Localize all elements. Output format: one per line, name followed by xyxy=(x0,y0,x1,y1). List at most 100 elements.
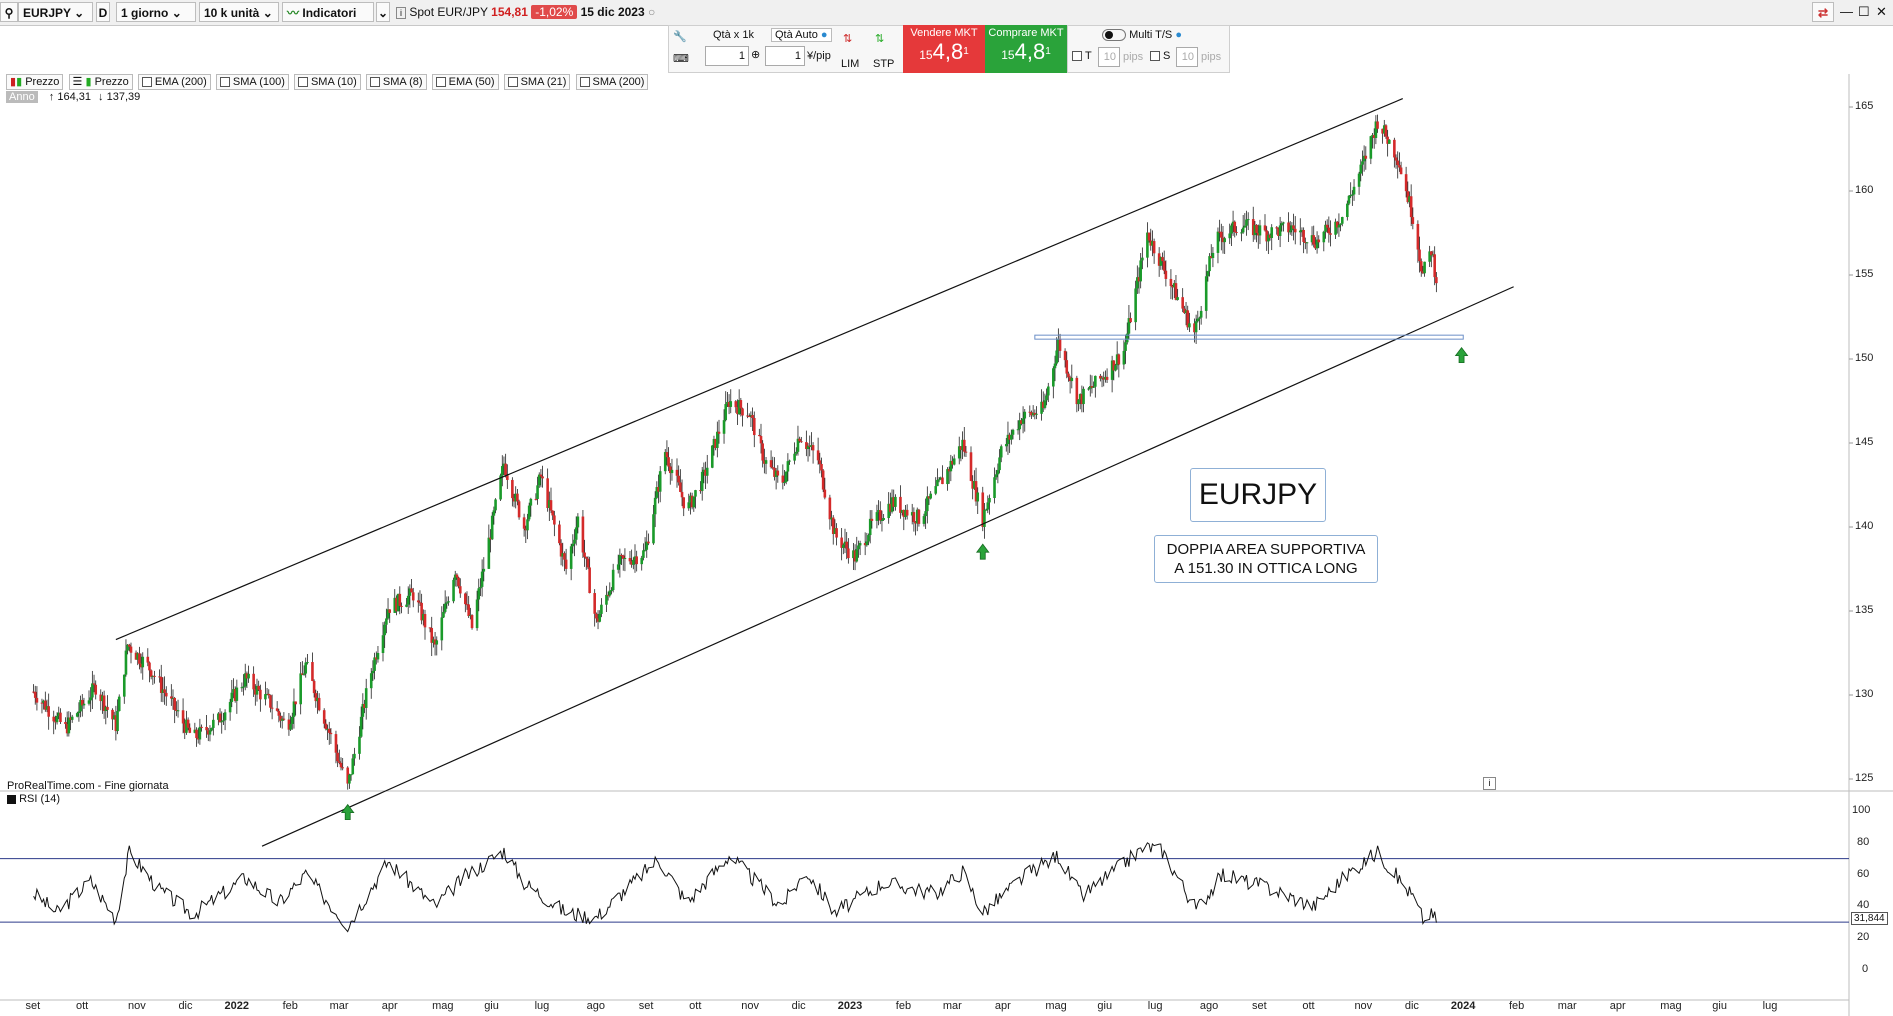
candle-body xyxy=(1169,278,1173,287)
candle-body xyxy=(381,635,385,654)
legend-price-2[interactable]: ☰ ▮ Prezzo xyxy=(68,74,133,90)
stp-button[interactable]: STP xyxy=(873,58,895,70)
indicators-dropdown[interactable]: ⌄ xyxy=(376,2,390,22)
sell-market-button[interactable]: Vendere MKT 154,81 xyxy=(903,25,985,73)
candle-body xyxy=(717,431,721,434)
time-tick-label: dic xyxy=(791,1000,806,1012)
candle-body xyxy=(1159,257,1163,266)
candle-body xyxy=(59,712,62,722)
candle-body xyxy=(632,559,635,565)
minimize-icon[interactable]: — xyxy=(1840,4,1853,19)
period-letter[interactable]: D xyxy=(96,2,110,22)
candle-body xyxy=(941,477,944,485)
price-tick-label: 155 xyxy=(1855,268,1874,280)
s-input[interactable]: 10 xyxy=(1176,47,1198,67)
legend-sma200[interactable]: SMA (200) xyxy=(575,74,649,90)
candle-body xyxy=(1102,377,1106,380)
candle-body xyxy=(255,685,259,695)
candle-body xyxy=(259,689,262,700)
candle-body xyxy=(1211,252,1215,259)
maximize-icon[interactable]: ☐ xyxy=(1858,4,1870,19)
candle-body xyxy=(465,604,469,606)
candle-body xyxy=(563,553,566,560)
link-icon[interactable]: ⊕ xyxy=(751,49,761,61)
candle-body xyxy=(600,604,603,614)
legend-sma21[interactable]: SMA (21) xyxy=(503,74,571,90)
candle-body xyxy=(598,613,602,622)
candle-body xyxy=(976,492,980,502)
qty-auto-button[interactable]: Qtà Auto ● xyxy=(771,28,832,42)
candle-body xyxy=(1335,221,1339,228)
symbol-lock-icon[interactable]: ⚲ xyxy=(0,2,18,22)
buy-label: Comprare MKT xyxy=(988,27,1064,39)
candle-body xyxy=(679,482,682,492)
buy-market-button[interactable]: Comprare MKT 154,81 xyxy=(985,25,1067,73)
legend-sma100[interactable]: SMA (100) xyxy=(215,74,289,90)
candle-body xyxy=(534,498,538,500)
units-selector[interactable]: 10 k unità ⌄ xyxy=(199,2,279,22)
candle-body xyxy=(44,700,47,710)
trade-icon[interactable]: ⇄ xyxy=(1812,2,1834,22)
qty-input[interactable]: 1 xyxy=(705,46,749,66)
candle-body xyxy=(267,693,271,696)
candle-body xyxy=(235,687,239,701)
rsi-legend[interactable]: RSI (14) xyxy=(7,793,60,805)
candle-body xyxy=(710,445,714,468)
t-input[interactable]: 10 xyxy=(1098,47,1120,67)
candle-body xyxy=(608,590,612,596)
candle-body xyxy=(1078,394,1082,400)
stop-order-icon[interactable]: ⇅ xyxy=(875,33,885,45)
candle-body xyxy=(212,719,215,728)
price-tick-label: 125 xyxy=(1855,772,1874,784)
legend-ema50[interactable]: EMA (50) xyxy=(431,74,499,90)
lim-button[interactable]: LIM xyxy=(841,58,860,70)
candle-body xyxy=(640,557,644,565)
chart-annotation-text[interactable]: DOPPIA AREA SUPPORTIVA A 151.30 IN OTTIC… xyxy=(1154,535,1378,583)
candle-body xyxy=(1352,186,1356,195)
close-icon[interactable]: ✕ xyxy=(1876,4,1887,19)
candle-body xyxy=(339,762,343,768)
indicators-button[interactable]: 〰 Indicatori xyxy=(282,2,374,22)
candle-body xyxy=(233,689,237,701)
candle-body xyxy=(546,478,549,508)
candle-body xyxy=(561,553,565,557)
wrench-icon[interactable]: 🔧 xyxy=(673,31,687,43)
take-profit-option[interactable]: T xyxy=(1072,50,1092,62)
stop-loss-option[interactable]: S xyxy=(1150,50,1170,62)
chevron-down-icon: ⌄ xyxy=(171,6,182,20)
candle-body xyxy=(1300,229,1304,231)
indicators-text: Indicatori xyxy=(302,6,357,20)
candle-body xyxy=(1157,253,1161,266)
pip-value-input[interactable]: 1 xyxy=(765,46,805,66)
candle-body xyxy=(264,694,267,700)
legend-ema200[interactable]: EMA (200) xyxy=(137,74,211,90)
multi-ts-toggle[interactable]: Multi T/S ● xyxy=(1102,29,1182,42)
timeframe-selector[interactable]: 1 giorno ⌄ xyxy=(116,2,196,22)
symbol-selector[interactable]: EURJPY ⌄ xyxy=(18,2,93,22)
time-tick-label: ago xyxy=(586,1000,606,1012)
candle-body xyxy=(971,480,974,489)
legend-price-1[interactable]: ▮▮ Prezzo xyxy=(6,74,64,90)
legend-sma10[interactable]: SMA (10) xyxy=(293,74,361,90)
legend-sma8[interactable]: SMA (8) xyxy=(365,74,427,90)
limit-order-icon[interactable]: ⇅ xyxy=(843,33,853,45)
candle-body xyxy=(1416,223,1420,250)
info-icon[interactable]: i xyxy=(1483,777,1496,790)
candle-body xyxy=(571,543,575,547)
candle-body xyxy=(141,656,145,668)
candle-body xyxy=(870,518,874,521)
candle-body xyxy=(139,663,143,668)
candle-body xyxy=(1288,230,1292,233)
candle-body xyxy=(794,451,798,454)
chart-annotation-title[interactable]: EURJPY xyxy=(1190,468,1326,522)
candle-body xyxy=(548,500,551,508)
buy-price: 154,81 xyxy=(1001,39,1051,64)
candle-body xyxy=(1196,318,1200,322)
candle-body xyxy=(400,605,403,607)
candle-body xyxy=(936,479,939,487)
candle-body xyxy=(1057,338,1060,351)
candle-body xyxy=(959,446,963,451)
candle-body xyxy=(112,715,116,720)
keyboard-icon[interactable]: ⌨ xyxy=(673,53,689,65)
